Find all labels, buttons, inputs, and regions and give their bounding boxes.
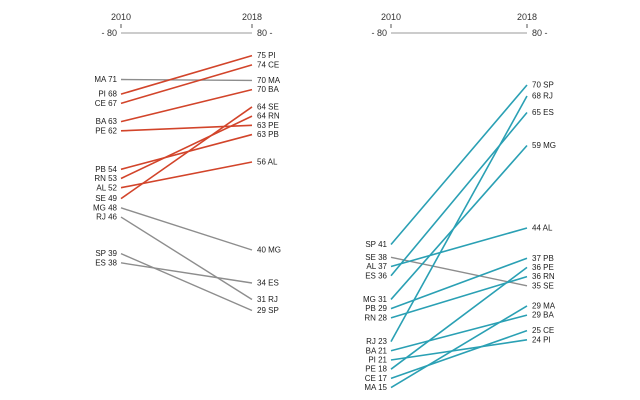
slope-line-AL — [390, 227, 528, 268]
year-label-2010: 2010 — [111, 12, 131, 22]
slope-line-RJ — [390, 95, 528, 342]
slope-line-CE — [120, 64, 253, 105]
slope-line-RJ — [120, 216, 253, 301]
slope-lines — [390, 84, 528, 389]
slope-line-ES — [390, 111, 528, 277]
end-label-PE: 63 PE — [257, 121, 279, 130]
axis-min-label: - 80 — [371, 28, 387, 38]
slope-line-MG — [120, 207, 253, 251]
start-label-AL: AL 37 — [366, 262, 387, 271]
slope-line-SE — [390, 256, 528, 287]
end-label-MG: 59 MG — [532, 141, 556, 150]
slope-line-MA — [120, 78, 253, 82]
year-label-2010: 2010 — [381, 12, 401, 22]
end-label-CE: 25 CE — [532, 326, 554, 335]
slope-line-BA — [390, 314, 528, 352]
start-label-SE: SE 49 — [95, 194, 117, 203]
year-label-2018: 2018 — [242, 12, 262, 22]
end-label-PB: 37 PB — [532, 254, 554, 263]
end-label-CE: 74 CE — [257, 60, 279, 69]
end-label-SP: 29 SP — [257, 306, 279, 315]
slope-line-ES — [120, 262, 253, 284]
slope-line-PE — [390, 266, 528, 370]
end-label-PB: 63 PB — [257, 130, 279, 139]
start-label-PB: PB 54 — [95, 165, 117, 174]
slope-line-SE — [120, 106, 253, 200]
start-label-ES: ES 38 — [95, 258, 117, 267]
start-label-PB: PB 29 — [365, 304, 387, 313]
start-label-MG: MG 31 — [363, 295, 388, 304]
end-label-RJ: 31 RJ — [257, 295, 278, 304]
slope-line-BA — [120, 88, 253, 123]
end-label-PI: 75 PI — [257, 51, 276, 60]
start-label-ES: ES 36 — [365, 271, 387, 280]
axis-max-label: 80 - — [257, 28, 273, 38]
slope-line-SP — [120, 253, 253, 312]
start-label-SP: SP 39 — [95, 249, 117, 258]
end-label-MG: 40 MG — [257, 246, 281, 255]
start-label-RJ: RJ 23 — [366, 337, 387, 346]
start-label-RJ: RJ 46 — [96, 213, 117, 222]
slope-line-AL — [120, 161, 253, 189]
end-label-PE: 36 PE — [532, 263, 554, 272]
start-label-PI: PI 21 — [368, 356, 387, 365]
end-label-PI: 24 PI — [532, 335, 551, 344]
slope-line-RN — [120, 115, 253, 180]
start-label-AL: AL 52 — [96, 183, 117, 192]
slope-line-SP — [390, 84, 528, 246]
end-label-AL: 56 AL — [257, 158, 278, 167]
end-label-MA: 70 MA — [257, 76, 281, 85]
start-label-MG: MG 48 — [93, 203, 118, 212]
end-label-RN: 36 RN — [532, 272, 555, 281]
slope-line-PI — [390, 339, 528, 361]
axis-max-label: 80 - — [532, 28, 548, 38]
start-label-CE: CE 17 — [365, 374, 388, 383]
end-label-AL: 44 AL — [532, 224, 553, 233]
year-label-2018: 2018 — [517, 12, 537, 22]
end-label-BA: 29 BA — [532, 311, 554, 320]
start-label-PE: PE 18 — [365, 365, 387, 374]
start-label-RN: RN 28 — [364, 313, 387, 322]
end-label-RN: 64 RN — [257, 112, 280, 121]
start-label-MA: MA 71 — [94, 75, 117, 84]
start-label-PI: PI 68 — [98, 90, 117, 99]
start-label-BA: BA 21 — [366, 346, 388, 355]
start-label-BA: BA 63 — [96, 117, 118, 126]
end-label-RJ: 68 RJ — [532, 92, 553, 101]
start-label-RN: RN 53 — [94, 174, 117, 183]
slope-line-MG — [390, 144, 528, 300]
start-label-PE: PE 62 — [95, 126, 117, 135]
end-label-SE: 64 SE — [257, 103, 279, 112]
slope-line-CE — [390, 329, 528, 380]
end-label-BA: 70 BA — [257, 85, 279, 94]
slope-line-MA — [390, 305, 528, 389]
slope-line-PI — [120, 54, 253, 95]
end-label-ES: 34 ES — [257, 279, 279, 288]
start-label-SP: SP 41 — [365, 240, 387, 249]
end-label-SP: 70 SP — [532, 81, 554, 90]
slope-lines — [120, 54, 253, 312]
start-label-SE: SE 38 — [365, 253, 387, 262]
end-label-ES: 65 ES — [532, 108, 554, 117]
start-label-CE: CE 67 — [95, 99, 118, 108]
axis-min-label: - 80 — [101, 28, 117, 38]
end-label-SE: 35 SE — [532, 281, 554, 290]
start-label-MA: MA 15 — [364, 383, 387, 392]
end-label-MA: 29 MA — [532, 301, 556, 310]
